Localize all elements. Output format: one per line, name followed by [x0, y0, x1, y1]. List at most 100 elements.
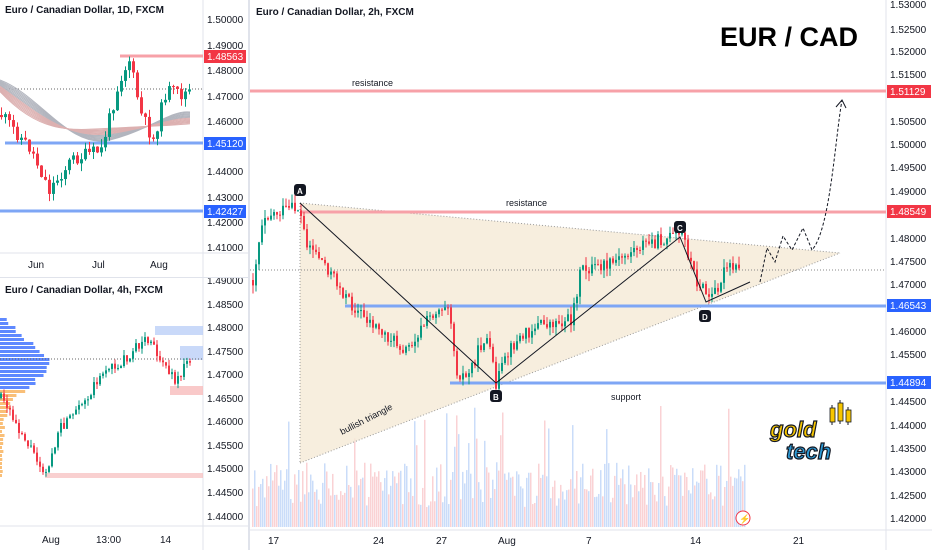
y-tick-label: 1.49000 — [207, 41, 244, 52]
candle-body — [84, 400, 86, 405]
candle-body — [423, 325, 425, 327]
candle-body — [576, 296, 578, 304]
candle-body — [75, 409, 77, 415]
volume-bar — [296, 484, 298, 527]
candle-body — [28, 139, 31, 152]
volume-profile-bar — [0, 370, 47, 373]
candle-body — [120, 80, 123, 92]
candle-body — [354, 310, 356, 313]
y-tick-label: 1.50000 — [207, 15, 244, 26]
volume-profile-bar — [0, 374, 44, 377]
volume-bar — [516, 471, 518, 527]
volume-bar — [390, 485, 392, 527]
price-badge — [204, 205, 246, 218]
candle-body — [630, 252, 632, 257]
volume-bar — [418, 504, 420, 527]
candle-body — [531, 331, 533, 338]
candle-body — [450, 307, 452, 324]
candle-body — [48, 179, 51, 194]
candle-body — [148, 116, 151, 138]
volume-bar — [712, 499, 714, 527]
volume-bar — [658, 483, 660, 527]
projection-arrow — [835, 99, 847, 109]
volume-bar — [552, 486, 554, 527]
volume-bar — [644, 474, 646, 527]
volume-bar — [420, 504, 422, 527]
candle-body — [504, 356, 506, 363]
price-badge-label: 1.45120 — [207, 139, 244, 150]
candle-body — [128, 61, 131, 71]
volume-bar — [574, 488, 576, 527]
y-tick-label: 1.44500 — [890, 397, 927, 408]
volume-bar — [424, 419, 426, 527]
volume-bar — [736, 478, 738, 527]
volume-bar — [280, 470, 282, 527]
volume-bar — [714, 496, 716, 527]
volume-profile-bar — [0, 450, 4, 453]
candle-body — [552, 321, 554, 328]
candle-body — [585, 265, 587, 271]
zone-red — [170, 386, 203, 395]
candle-body — [180, 376, 182, 378]
volume-bar — [530, 472, 532, 527]
volume-bar — [476, 438, 478, 527]
panel-1d-chart[interactable]: 1.50000 1.49000 1.48000 1.47000 1.46000 1.440… — [0, 0, 248, 277]
logo-word-1: gold — [769, 417, 817, 442]
x-tick-label: 21 — [793, 536, 805, 547]
candle-body — [171, 372, 173, 375]
candle-body — [711, 293, 713, 297]
candle-body — [726, 267, 728, 269]
volume-bar — [350, 486, 352, 527]
volume-bar — [444, 496, 446, 527]
candle-body — [330, 271, 332, 275]
volume-bar — [636, 474, 638, 527]
candle-body — [456, 351, 458, 376]
panel-4h-chart[interactable]: 1.49000 1.48500 1.48000 1.47500 1.47000 1.465… — [0, 278, 248, 550]
volume-bar — [286, 469, 288, 527]
panel-2h-chart[interactable]: 1.53000 1.52500 1.52000 1.51500 1.50500 1.500… — [250, 0, 932, 550]
candle-body — [102, 373, 104, 376]
pattern-point-marker — [294, 184, 306, 196]
volume-bar — [450, 479, 452, 527]
y-tick-label: 1.47000 — [207, 370, 244, 381]
y-tick-label: 1.42500 — [890, 491, 927, 502]
candle-body — [27, 440, 29, 447]
y-tick-label: 1.46000 — [890, 327, 927, 338]
candle-body — [153, 341, 155, 345]
candle-body — [411, 345, 413, 347]
candle-body — [345, 294, 347, 298]
volume-bar — [336, 494, 338, 527]
panel-divider-h[interactable] — [0, 277, 248, 278]
volume-bar — [710, 492, 712, 527]
candle-body — [174, 372, 176, 384]
volume-bar — [534, 503, 536, 527]
volume-bar — [672, 467, 674, 527]
price-badge — [204, 137, 246, 150]
volume-bar — [582, 463, 584, 527]
candle-body — [60, 179, 63, 181]
panel-divider-v[interactable] — [248, 0, 250, 550]
candle-body — [702, 283, 704, 288]
candle-body — [639, 249, 641, 251]
candle-body — [369, 319, 371, 323]
pattern-point-label: D — [702, 313, 708, 322]
candle-body — [56, 180, 59, 183]
ma-line — [0, 90, 191, 131]
triangle-area — [300, 203, 840, 463]
candle-body — [156, 344, 158, 357]
volume-profile-bar — [0, 426, 5, 429]
candles-2h — [252, 194, 740, 396]
candle-body — [279, 214, 281, 216]
volume-bar — [274, 472, 276, 527]
candle-body — [116, 91, 119, 111]
volume-bar — [618, 484, 620, 527]
candle-body — [447, 307, 449, 309]
candle-body — [186, 361, 188, 364]
candle-body — [360, 310, 362, 312]
candle-body — [168, 86, 171, 100]
candle-body — [66, 418, 68, 429]
volume-bar — [634, 485, 636, 527]
y-tick-label: 1.47000 — [207, 92, 244, 103]
candle-body — [720, 282, 722, 292]
